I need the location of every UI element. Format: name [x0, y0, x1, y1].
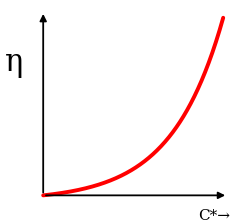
- Text: C*→: C*→: [198, 209, 230, 222]
- Text: η: η: [5, 47, 24, 78]
